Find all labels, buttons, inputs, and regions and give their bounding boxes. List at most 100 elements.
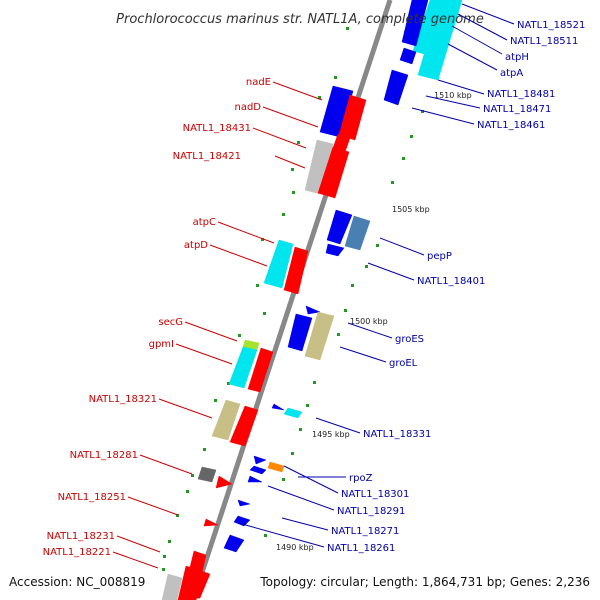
- gene-atpC[interactable]: [263, 239, 294, 289]
- marker-dot: [214, 399, 217, 402]
- callout-line-secG: [184, 321, 238, 342]
- gene-NATL1_18221-b[interactable]: [177, 565, 211, 600]
- callout-line-NATL1_18461: [411, 107, 475, 125]
- gene-NATL1_18281-b[interactable]: [215, 475, 233, 489]
- gene-rpoZ-a[interactable]: [253, 455, 267, 465]
- marker-dot: [410, 135, 413, 138]
- tick-label: 1510 kbp: [434, 91, 472, 100]
- marker-dot: [282, 478, 285, 481]
- gene-gpmI[interactable]: [247, 347, 274, 393]
- callout-line-NATL1_18521: [461, 3, 515, 25]
- gene-label-NATL1_18481[interactable]: NATL1_18481: [487, 89, 555, 100]
- gene-NATL1_18321-a[interactable]: [211, 399, 241, 441]
- left-label-lines: [112, 81, 323, 569]
- gene-label-NATL1_18471[interactable]: NATL1_18471: [483, 104, 551, 115]
- gene-groEL[interactable]: [287, 313, 313, 352]
- gene-NATL1_18471[interactable]: [383, 69, 409, 106]
- gene-label-NATL1_18301[interactable]: NATL1_18301: [341, 489, 409, 500]
- gene-rpoZ[interactable]: [267, 461, 285, 473]
- gene-gpmI-a[interactable]: [228, 346, 258, 389]
- right-label-lines: [241, 3, 515, 548]
- callout-line-groES: [347, 322, 393, 339]
- gene-label-NATL1_18521[interactable]: NATL1_18521: [517, 20, 585, 31]
- gene-label-NATL1_18321[interactable]: NATL1_18321: [89, 394, 157, 405]
- callout-line-NATL1_18321: [158, 398, 213, 419]
- gene-pepP[interactable]: [326, 209, 353, 245]
- gene-NATL1_18221[interactable]: [161, 573, 183, 600]
- gene-NATL1_18321[interactable]: [229, 405, 259, 447]
- gene-label-NATL1_18431[interactable]: NATL1_18431: [183, 123, 251, 134]
- callout-line-atpD: [209, 244, 268, 267]
- callout-line-NATL1_18271: [281, 517, 329, 531]
- marker-dot: [391, 181, 394, 184]
- gene-label-NATL1_18221[interactable]: NATL1_18221: [43, 547, 111, 558]
- kbp-ticks: 1510 kbp 1505 kbp 1500 kbp 1495 kbp 1490…: [276, 91, 472, 552]
- gene-label-NATL1_18271[interactable]: NATL1_18271: [331, 526, 399, 537]
- gene-label-atpC[interactable]: atpC: [193, 217, 216, 228]
- marker-dot: [191, 474, 194, 477]
- gene-label-atpH[interactable]: atpH: [505, 52, 529, 63]
- gene-nadD[interactable]: [338, 94, 367, 141]
- marker-dot: [176, 514, 179, 517]
- gene-label-nadD[interactable]: nadD: [234, 102, 261, 113]
- gene-groES[interactable]: [305, 305, 321, 315]
- marker-dot: [421, 110, 424, 113]
- gene-label-NATL1_18261[interactable]: NATL1_18261: [327, 543, 395, 554]
- gene-NATL1_18401[interactable]: [325, 243, 345, 257]
- marker-dot: [337, 333, 340, 336]
- gene-pepP-b[interactable]: [344, 215, 371, 251]
- gene-NATL1_18261[interactable]: [223, 534, 245, 553]
- gene-label-rpoZ[interactable]: rpoZ: [349, 473, 373, 484]
- gene-NATL1_18331[interactable]: [283, 407, 303, 419]
- gene-label-NATL1_18401[interactable]: NATL1_18401: [417, 276, 485, 287]
- callout-line-atpH: [451, 25, 503, 55]
- gene-NATL1_18481[interactable]: [399, 47, 417, 65]
- marker-dot: [299, 428, 302, 431]
- gene-label-pepP[interactable]: pepP: [427, 251, 452, 262]
- tick-label: 1490 kbp: [276, 543, 314, 552]
- gene-atpD[interactable]: [283, 246, 309, 295]
- gene-NATL1_18291[interactable]: [247, 475, 263, 483]
- marker-dot: [402, 157, 405, 160]
- gene-label-NATL1_18461[interactable]: NATL1_18461: [477, 120, 545, 131]
- gene-label-NATL1_18291[interactable]: NATL1_18291: [337, 506, 405, 517]
- gene-label-groEL[interactable]: groEL: [389, 358, 418, 369]
- gene-NATL1_18271[interactable]: [233, 515, 251, 527]
- gene-NATL1_18421-b[interactable]: [317, 146, 350, 199]
- marker-dot: [318, 96, 321, 99]
- gene-label-groES[interactable]: groES: [395, 334, 424, 345]
- marker-dot: [376, 244, 379, 247]
- callout-line-NATL1_18261: [241, 523, 325, 548]
- gene-groEL-b[interactable]: [304, 311, 335, 361]
- gene-label-NATL1_18331[interactable]: NATL1_18331: [363, 429, 431, 440]
- gene-NATL1_18251[interactable]: [203, 518, 219, 527]
- gene-label-NATL1_18251[interactable]: NATL1_18251: [58, 492, 126, 503]
- callout-line-NATL1_18231: [116, 535, 161, 553]
- callout-line-NATL1_18401: [367, 262, 415, 281]
- gene-NATL1_18511[interactable]: [401, 0, 429, 47]
- callout-line-NATL1_18281: [139, 454, 193, 475]
- marker-dot: [261, 238, 264, 241]
- gene-label-NATL1_18421[interactable]: NATL1_18421: [173, 151, 241, 162]
- gene-label-gpmI[interactable]: gpmI: [149, 339, 174, 350]
- marker-dot: [351, 284, 354, 287]
- gene-label-secG[interactable]: secG: [158, 317, 183, 328]
- tick-label: 1495 kbp: [312, 430, 350, 439]
- gene-label-NATL1_18511[interactable]: NATL1_18511: [510, 36, 578, 47]
- gene-label-atpD[interactable]: atpD: [184, 240, 208, 251]
- marker-dot: [203, 448, 206, 451]
- gene-label-NATL1_18281[interactable]: NATL1_18281: [70, 450, 138, 461]
- gene-label-nadE[interactable]: nadE: [246, 77, 271, 88]
- callout-line-NATL1_18471: [425, 95, 481, 109]
- accession-text: Accession: NC_008819: [9, 575, 145, 589]
- gene-NATL1_18281[interactable]: [197, 466, 217, 483]
- gene-label-atpA[interactable]: atpA: [500, 68, 523, 79]
- gene-NATL1_18301[interactable]: [249, 465, 267, 475]
- gene-NATL1_18271-a[interactable]: [237, 499, 251, 507]
- callout-line-NATL1_18291: [267, 485, 335, 511]
- gene-NATL1_18331-a[interactable]: [271, 403, 285, 411]
- gene-label-NATL1_18231[interactable]: NATL1_18231: [47, 531, 115, 542]
- marker-dot: [291, 452, 294, 455]
